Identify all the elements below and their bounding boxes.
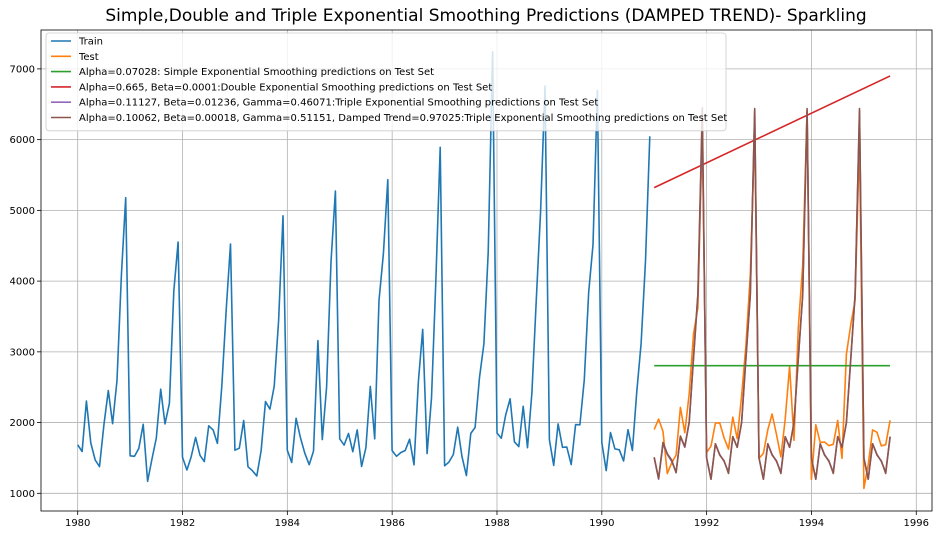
y-tick-label: 4000: [10, 277, 35, 288]
x-tick-label: 1996: [904, 518, 929, 529]
y-tick-label: 5000: [10, 206, 35, 217]
legend: Train Test Alpha=0.07028: Simple Exponenti…: [45, 32, 727, 132]
chart-title: Simple,Double and Triple Exponential Smo…: [105, 6, 866, 26]
x-tick-label: 1988: [484, 518, 509, 529]
legend-box: [45, 32, 727, 132]
x-tick-label: 1982: [170, 518, 195, 529]
x-tick-label: 1984: [275, 518, 300, 529]
x-tick-label: 1990: [589, 518, 614, 529]
legend-entry-0: Train: [78, 37, 103, 48]
legend-entry-2: Alpha=0.07028: Simple Exponential Smooth…: [79, 67, 434, 78]
plot-frame: [40, 29, 933, 512]
legend-entry-3: Alpha=0.665, Beta=0.0001:Double Exponent…: [79, 82, 492, 93]
series-line-0: [77, 50, 651, 483]
x-tick-label: 1994: [799, 518, 824, 529]
series-line-1: [653, 109, 891, 490]
y-tick-label: 1000: [10, 489, 35, 500]
series-lines: [77, 50, 891, 490]
series-line-3: [653, 75, 891, 189]
x-tick-label: 1992: [694, 518, 719, 529]
y-tick-label: 2000: [10, 418, 35, 429]
y-tick-label: 6000: [10, 135, 35, 146]
y-tick-label: 7000: [10, 64, 35, 75]
legend-entry-5: Alpha=0.10062, Beta=0.00018, Gamma=0.511…: [79, 113, 727, 124]
series-line-5: [653, 107, 891, 481]
legend-entry-1: Test: [78, 52, 99, 63]
axis-ticks: 1980 1982 1984 1986 1988 1990 1992 1994 1996 1000…: [10, 64, 929, 529]
x-tick-label: 1980: [65, 518, 90, 529]
x-tick-label: 1986: [379, 518, 404, 529]
y-tick-label: 3000: [10, 347, 35, 358]
legend-entry-4: Alpha=0.11127, Beta=0.01236, Gamma=0.460…: [79, 98, 598, 109]
